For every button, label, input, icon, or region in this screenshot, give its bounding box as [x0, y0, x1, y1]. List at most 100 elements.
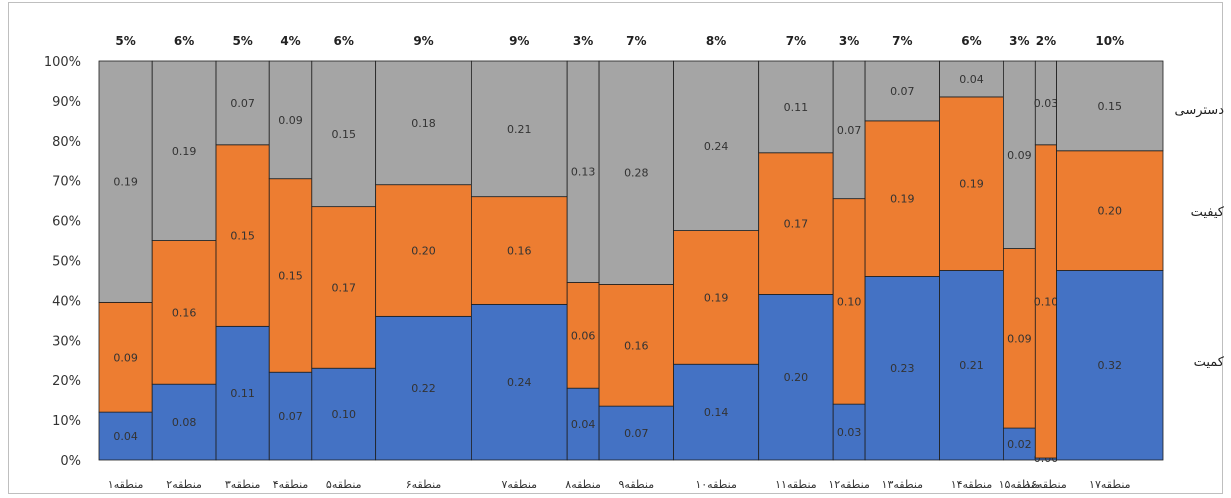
- data-label: 0.19: [704, 291, 729, 304]
- data-label: 0.19: [113, 176, 138, 189]
- bar-segment: [673, 230, 760, 365]
- share-label: 7%: [892, 34, 912, 48]
- category-label: منطقه۵: [326, 478, 362, 491]
- bar-segment: [311, 60, 377, 208]
- y-tick-label: 70%: [52, 175, 81, 190]
- bar-segment: [375, 60, 472, 186]
- y-tick-label: 100%: [44, 55, 81, 70]
- data-label: 0.20: [1098, 205, 1123, 218]
- share-label: 7%: [626, 34, 646, 48]
- data-label: 0.04: [571, 418, 596, 431]
- y-tick-label: 20%: [52, 374, 81, 389]
- data-label: 0.15: [278, 269, 303, 282]
- bar-segment: [832, 198, 866, 405]
- data-label: 0.17: [331, 281, 356, 294]
- bar-segment: [673, 363, 760, 461]
- data-label: 0.15: [230, 230, 255, 243]
- share-label: 5%: [115, 34, 135, 48]
- bar-segment: [939, 60, 1004, 98]
- y-tick-label: 10%: [52, 414, 81, 429]
- data-label: 0.08: [172, 416, 197, 429]
- bar-segment: [268, 178, 313, 373]
- share-label: 6%: [961, 34, 981, 48]
- bar-segment: [151, 383, 217, 461]
- legend-entry: دسترسی: [1174, 103, 1224, 118]
- data-label: 0.20: [784, 371, 809, 384]
- bar-segment: [215, 60, 270, 146]
- data-label: 0.10: [331, 408, 356, 421]
- bar-segment: [1003, 427, 1036, 461]
- data-label: 0.32: [1098, 359, 1123, 372]
- bar-segment: [598, 284, 674, 407]
- data-label: 0.07: [837, 124, 862, 137]
- data-label: 0.04: [959, 73, 984, 86]
- bar-segment: [864, 60, 940, 122]
- data-label: 0.09: [113, 351, 138, 364]
- data-label: 0.19: [959, 178, 984, 191]
- bar-segment: [1056, 150, 1164, 271]
- bar-segment: [598, 60, 674, 285]
- category-label: منطقه۱۱: [775, 478, 817, 491]
- bar-segment: [1056, 60, 1164, 152]
- data-label: 0.15: [1098, 100, 1123, 113]
- bar-segment: [215, 325, 270, 461]
- data-label: 0.19: [890, 193, 915, 206]
- share-label: 6%: [334, 34, 354, 48]
- bar-segment: [673, 60, 760, 231]
- bar-segment: [215, 144, 270, 327]
- data-label: 0.10: [1034, 295, 1059, 308]
- bar-segment: [151, 60, 217, 241]
- share-label: 4%: [280, 34, 300, 48]
- data-label: 0.24: [704, 140, 729, 153]
- data-label: 0.07: [890, 85, 915, 98]
- data-label: 0.21: [959, 359, 984, 372]
- bar-segment: [1003, 60, 1036, 249]
- bar-segment: [151, 240, 217, 385]
- data-label: 0.22: [411, 382, 436, 395]
- data-label: 0.16: [172, 306, 197, 319]
- category-label: منطقه۳: [225, 478, 261, 491]
- bar-segment: [311, 367, 377, 461]
- category-label: منطقه۸: [565, 478, 601, 491]
- category-label: منطقه۱۶: [1025, 478, 1067, 491]
- bar-segment: [758, 294, 834, 461]
- share-label: 9%: [413, 34, 433, 48]
- data-label: 0.14: [704, 406, 729, 419]
- bar-segment: [470, 60, 568, 198]
- data-label: 0.03: [1034, 97, 1059, 110]
- category-label: منطقه۲: [166, 478, 202, 491]
- bar-segment: [864, 120, 940, 277]
- data-label: 0.10: [837, 295, 862, 308]
- bar-segment: [758, 152, 834, 295]
- bar-segment: [470, 303, 568, 461]
- category-label: منطقه۱۵: [999, 478, 1041, 491]
- bar-segment: [566, 387, 600, 461]
- data-label: 0.18: [411, 117, 436, 130]
- data-label: 0.17: [784, 218, 809, 231]
- data-label: 0.16: [624, 339, 649, 352]
- share-label: 3%: [839, 34, 859, 48]
- share-label: 5%: [232, 34, 252, 48]
- y-tick-label: 40%: [52, 294, 81, 309]
- bar-segment: [268, 60, 313, 180]
- data-label: 0.15: [331, 128, 356, 141]
- share-label: 2%: [1036, 34, 1056, 48]
- legend-entry: کمیت: [1194, 355, 1225, 370]
- data-label: 0.13: [571, 166, 596, 179]
- share-label: 8%: [706, 34, 726, 48]
- data-label: 0.23: [890, 362, 915, 375]
- data-label: 0.04: [113, 430, 138, 443]
- bar-segment: [1003, 248, 1036, 429]
- data-label: 0.07: [278, 410, 303, 423]
- data-label: 0.20: [411, 245, 436, 258]
- share-label: 9%: [509, 34, 529, 48]
- data-label: 0.11: [784, 101, 809, 114]
- bar-segment: [598, 405, 674, 461]
- share-label: 3%: [1009, 34, 1029, 48]
- bar-segment: [311, 206, 377, 369]
- bar-segment: [864, 276, 940, 461]
- data-label: 0.21: [507, 123, 532, 136]
- category-label: منطقه۱۰: [695, 478, 737, 491]
- data-label: 0.16: [507, 245, 532, 258]
- bar-segment: [268, 371, 313, 461]
